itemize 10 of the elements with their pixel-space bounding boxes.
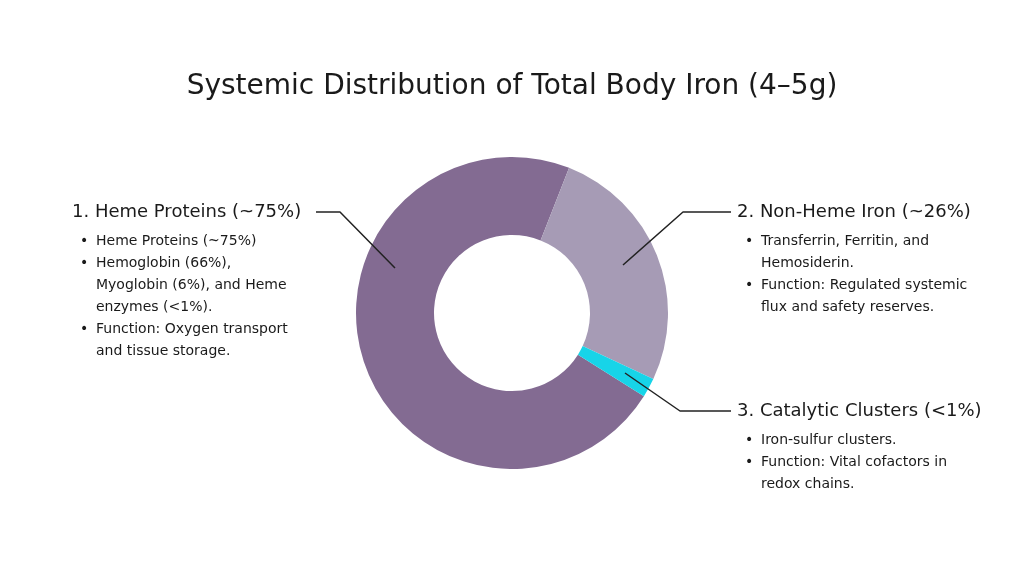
text: • Transferrin, Ferritin, and Hemosiderin. • Function: Regulated systemic flux and safety reserves. bbox=[745, 232, 968, 314]
donut-slice bbox=[356, 157, 644, 469]
chart-title: Systemic Distribution of Total Body Iron (4–5g) bbox=[186, 68, 838, 101]
donut-slice bbox=[577, 346, 654, 397]
text: • Heme Proteins (~75%) • Hemoglobin (66%), Myoglobin (6%), and Heme enzymes (<1%). • Function: Oxygen transport and tissue storage. bbox=[80, 232, 288, 358]
slice-label: 1. Heme Proteins (~75%) bbox=[72, 200, 302, 221]
slice-label: 3. Catalytic Clusters (<1%) bbox=[737, 399, 982, 420]
text: • Iron-sulfur clusters. • Function: Vital cofactors in redox chains. bbox=[745, 431, 948, 491]
donut-slice bbox=[540, 167, 668, 380]
slice-label: 2. Non-Heme Iron (~26%) bbox=[737, 200, 971, 221]
